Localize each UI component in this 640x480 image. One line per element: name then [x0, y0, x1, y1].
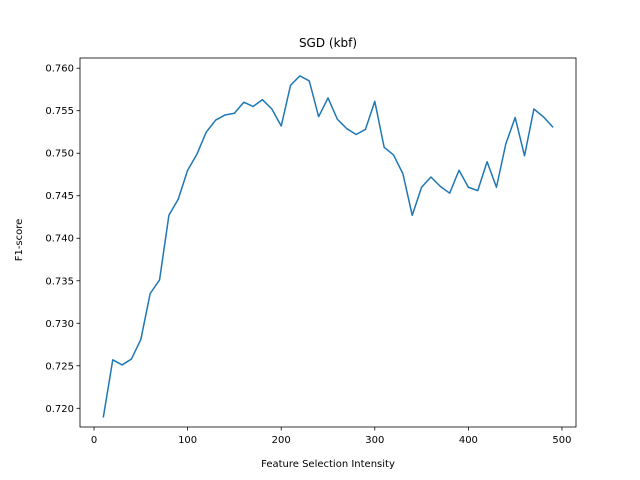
x-tick-label-4: 400	[459, 435, 478, 446]
y-tick-label-5: 0.745	[45, 191, 74, 202]
x-axis-label: Feature Selection Intensity	[261, 459, 395, 470]
y-tick-label-6: 0.750	[45, 149, 74, 160]
x-tick-label-5: 500	[552, 435, 571, 446]
y-axis-label: F1-score	[14, 219, 25, 262]
x-tick-label-2: 200	[272, 435, 291, 446]
series-line-0	[102, 75, 554, 418]
axes-frame	[79, 57, 577, 428]
x-tick-label-1: 100	[178, 435, 197, 446]
x-tick-label-0: 0	[91, 435, 97, 446]
chart-title: SGD (kbf)	[299, 36, 357, 50]
y-tick-label-0: 0.720	[45, 404, 74, 415]
y-tick-label-1: 0.725	[45, 361, 74, 372]
plot-area: 0 100 200 300 400 500 0.720 0.725 0.730 0.735 0.74…	[45, 57, 577, 446]
y-tick-label-8: 0.760	[45, 64, 74, 75]
y-tick-label-3: 0.735	[45, 276, 74, 287]
y-tick-label-7: 0.755	[45, 106, 74, 117]
y-tick-label-2: 0.730	[45, 319, 74, 330]
x-tick-label-3: 300	[365, 435, 384, 446]
y-tick-label-4: 0.740	[45, 234, 74, 245]
